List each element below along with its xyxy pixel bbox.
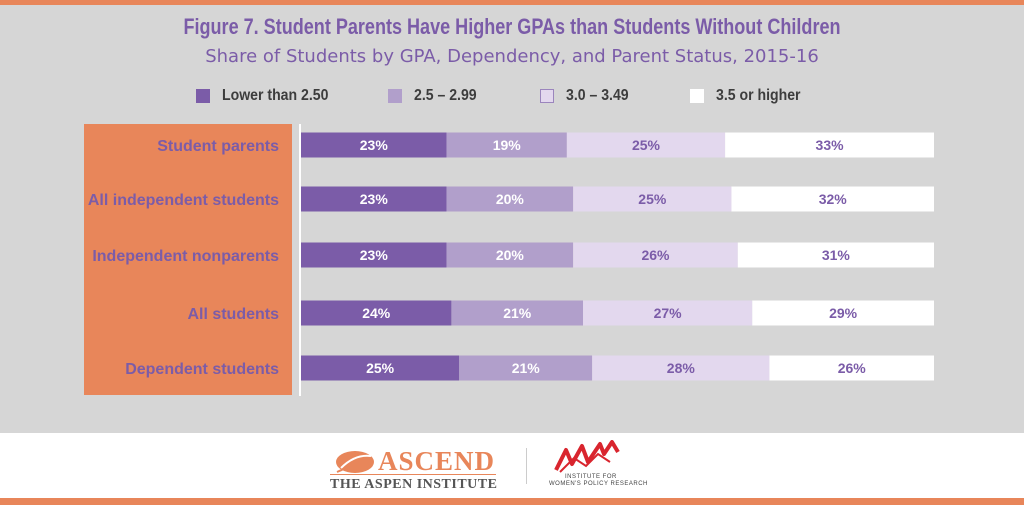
data-label: 25% <box>366 360 395 376</box>
data-label: 32% <box>819 191 848 207</box>
ascend-logo-text: ASCEND <box>378 446 496 476</box>
y-axis-line <box>299 124 301 396</box>
bar-segment <box>446 242 574 268</box>
ascend-leaf-icon <box>336 451 374 473</box>
legend-label: 2.5 – 2.99 <box>414 87 477 104</box>
bar-segment <box>573 186 732 212</box>
data-label: 33% <box>816 137 845 153</box>
bar-segment <box>752 300 934 326</box>
data-label: 20% <box>496 247 525 263</box>
legend-swatch <box>540 89 554 103</box>
data-label: 29% <box>829 305 858 321</box>
iwpr-mark-icon <box>554 440 620 473</box>
bar-segment <box>451 300 584 326</box>
data-label: 26% <box>641 247 670 263</box>
data-label: 25% <box>632 137 661 153</box>
data-label: 24% <box>362 305 391 321</box>
chart-subtitle: Share of Students by GPA, Dependency, an… <box>205 46 819 67</box>
bar-segment <box>566 132 726 158</box>
data-label: 23% <box>360 137 389 153</box>
bar-segment <box>583 300 753 326</box>
top-accent-strip <box>0 0 1024 5</box>
legend-swatch <box>388 89 402 103</box>
data-label: 31% <box>822 247 851 263</box>
iwpr-text-line1: INSTITUTE FOR <box>565 474 617 480</box>
chart-title: Figure 7. Student Parents Have Higher GP… <box>183 14 841 39</box>
data-label: 19% <box>493 137 522 153</box>
ascend-logo-rule <box>330 474 496 475</box>
legend-item: 2.5 – 2.99 <box>388 86 485 106</box>
legend-item: 3.0 – 3.49 <box>540 86 637 106</box>
data-label: 21% <box>512 360 541 376</box>
footer-divider <box>526 448 527 484</box>
data-label: 20% <box>496 191 525 207</box>
legend-label: 3.0 – 3.49 <box>566 87 629 104</box>
legend-item: Lower than 2.50 <box>196 86 343 106</box>
bar-segment <box>301 300 452 326</box>
iwpr-text-line2: WOMEN'S POLICY RESEARCH <box>549 481 648 487</box>
data-label: 28% <box>667 360 696 376</box>
category-label: Dependent students <box>125 361 279 378</box>
legend-item: 3.5 or higher <box>690 86 812 106</box>
category-label: All students <box>187 306 279 323</box>
chart-legend: Lower than 2.50 2.5 – 2.99 3.0 – 3.49 3.… <box>0 86 1024 106</box>
bar-segment <box>592 355 770 381</box>
bar-segment <box>301 186 447 212</box>
bar-segment <box>459 355 593 381</box>
category-label-panel <box>84 124 292 395</box>
bar-segment <box>301 132 447 158</box>
data-label: 23% <box>360 247 389 263</box>
data-label: 26% <box>838 360 867 376</box>
bar-segment <box>725 132 934 158</box>
aspen-institute-text: THE ASPEN INSTITUTE <box>330 477 498 492</box>
bar-segment <box>446 132 567 158</box>
bar-segment <box>731 186 934 212</box>
data-label: 21% <box>503 305 532 321</box>
data-label: 25% <box>638 191 667 207</box>
bottom-accent-strip <box>0 498 1024 505</box>
legend-swatch <box>196 89 210 103</box>
legend-swatch <box>690 89 704 103</box>
bar-segment <box>301 355 460 381</box>
bar-segment <box>573 242 738 268</box>
data-label: 23% <box>360 191 389 207</box>
bar-segment <box>737 242 934 268</box>
category-label: All independent students <box>88 192 279 209</box>
bar-segment <box>301 242 447 268</box>
bar-segment <box>446 186 574 212</box>
legend-label: Lower than 2.50 <box>222 87 329 104</box>
category-label: Independent nonparents <box>92 248 279 265</box>
data-label: 27% <box>654 305 683 321</box>
category-label: Student parents <box>157 138 279 155</box>
legend-label: 3.5 or higher <box>716 87 801 104</box>
bar-segment <box>769 355 934 381</box>
